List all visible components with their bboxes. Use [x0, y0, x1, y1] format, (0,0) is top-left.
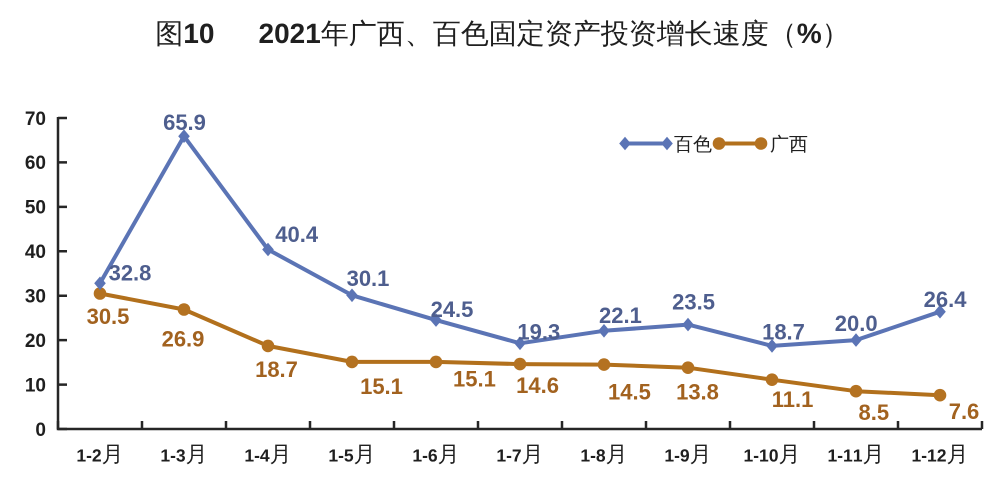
svg-text:8.5: 8.5 — [859, 400, 890, 425]
svg-text:26.4: 26.4 — [924, 287, 968, 312]
svg-text:11.1: 11.1 — [772, 387, 814, 412]
svg-text:15.1: 15.1 — [360, 374, 403, 399]
svg-text:19.3: 19.3 — [517, 320, 560, 345]
svg-text:0: 0 — [35, 420, 46, 441]
svg-text:30.1: 30.1 — [347, 266, 390, 291]
svg-text:30.5: 30.5 — [87, 304, 130, 329]
svg-text:40.4: 40.4 — [275, 222, 319, 247]
svg-text:60: 60 — [25, 153, 46, 174]
svg-text:22.1: 22.1 — [599, 303, 642, 328]
svg-text:15.1: 15.1 — [453, 367, 496, 392]
svg-text:14.6: 14.6 — [516, 373, 559, 398]
svg-text:65.9: 65.9 — [163, 110, 206, 135]
svg-text:40: 40 — [25, 242, 46, 263]
svg-text:18.7: 18.7 — [762, 320, 805, 345]
svg-text:24.5: 24.5 — [431, 297, 474, 322]
svg-text:20: 20 — [25, 331, 46, 352]
svg-text:30: 30 — [25, 287, 46, 308]
svg-text:70: 70 — [25, 109, 46, 130]
svg-text:50: 50 — [25, 198, 46, 219]
svg-text:18.7: 18.7 — [255, 357, 298, 382]
svg-text:26.9: 26.9 — [162, 327, 205, 352]
svg-text:7.6: 7.6 — [949, 399, 980, 424]
svg-text:20.0: 20.0 — [835, 311, 878, 336]
svg-text:10: 10 — [25, 375, 46, 396]
svg-text:23.5: 23.5 — [672, 290, 715, 315]
svg-text:14.5: 14.5 — [608, 380, 651, 405]
svg-text:32.8: 32.8 — [109, 261, 152, 286]
svg-text:13.8: 13.8 — [676, 380, 719, 405]
